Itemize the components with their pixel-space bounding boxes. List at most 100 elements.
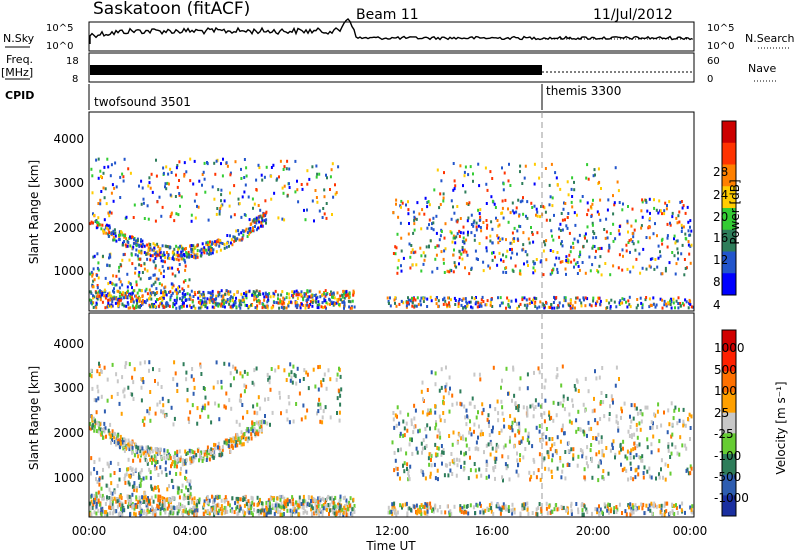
range-cell [437,446,440,451]
range-cell [640,502,643,507]
range-cell [550,415,553,420]
range-cell [162,291,164,295]
range-cell [251,303,254,307]
range-cell [394,511,397,516]
range-cell [200,247,203,251]
range-cell [217,290,220,294]
range-cell [200,408,203,413]
range-cell [132,216,135,219]
range-cell [267,397,270,401]
range-cell [569,304,572,308]
range-cell [487,264,490,268]
range-cell [183,493,186,498]
range-cell [443,249,446,253]
range-cell [538,502,541,506]
range-cell [329,502,332,507]
range-cell [539,439,542,443]
range-cell [429,474,432,479]
range-cell [504,443,507,448]
range-cell [542,273,545,277]
range-cell [630,448,633,453]
range-cell [237,436,240,441]
range-cell [102,171,105,175]
range-cell [648,503,651,508]
range-cell [305,292,307,296]
range-cell [486,226,488,230]
range-cell [412,251,415,255]
range-cell [183,505,186,510]
range-cell [95,429,98,433]
range-cell [90,414,93,419]
range-cell [426,423,429,428]
range-cell [116,392,119,396]
range-cell [397,215,400,219]
range-cell [608,301,611,305]
range-cell [399,410,402,415]
range-cell [318,303,321,307]
range-cell [434,297,437,301]
range-cell [567,303,570,307]
range-cell [218,244,221,248]
range-cell [91,274,94,278]
range-cell [142,476,145,481]
range-cell [588,427,591,432]
range-cell [666,236,669,240]
range-cell [498,223,501,227]
range-cell [256,299,258,303]
range-cell [96,252,99,256]
range-cell [281,186,284,190]
range-cell [343,291,346,295]
range-cell [678,504,681,509]
range-cell [268,510,271,515]
freq-tick-low: 8 [72,74,78,85]
range-cell [582,429,585,434]
range-cell [449,468,452,473]
range-cell [214,301,217,305]
range-cell [115,185,118,189]
range-cell [397,258,400,262]
range-cell [122,175,125,179]
range-cell [178,285,181,289]
range-cell [107,165,110,169]
range-cell [110,305,113,309]
range-cell [154,266,157,270]
range-cell [206,495,209,499]
range-cell [526,413,529,418]
range-cell [158,368,161,372]
range-cell [684,443,687,448]
range-cell [270,166,273,169]
range-cell [122,389,125,394]
range-cell [690,305,693,309]
range-cell [568,463,571,467]
range-cell [275,509,278,514]
range-cell [582,244,585,248]
range-cell [303,294,306,298]
range-cell [689,471,692,476]
range-cell [659,509,662,514]
range-cell [294,374,297,379]
range-cell [184,299,187,302]
range-cell [198,179,201,183]
range-cell [511,247,513,251]
range-cell [411,304,414,308]
range-cell [443,296,446,300]
range-cell [126,467,129,472]
range-cell [473,219,476,223]
range-cell [181,253,184,257]
range-cell [142,197,145,201]
range-cell [225,245,228,249]
range-cell [176,389,179,393]
range-cell [661,298,664,302]
range-cell [98,477,101,482]
range-cell [99,169,102,173]
range-cell [678,452,681,457]
range-cell [199,299,202,302]
range-cell [317,409,320,414]
range-cell [576,213,578,217]
range-cell [540,509,543,513]
range-cell [521,248,524,252]
range-cell [489,266,491,270]
colorbar-swatch [722,186,736,209]
range-cell [111,429,114,434]
range-cell [215,495,218,500]
